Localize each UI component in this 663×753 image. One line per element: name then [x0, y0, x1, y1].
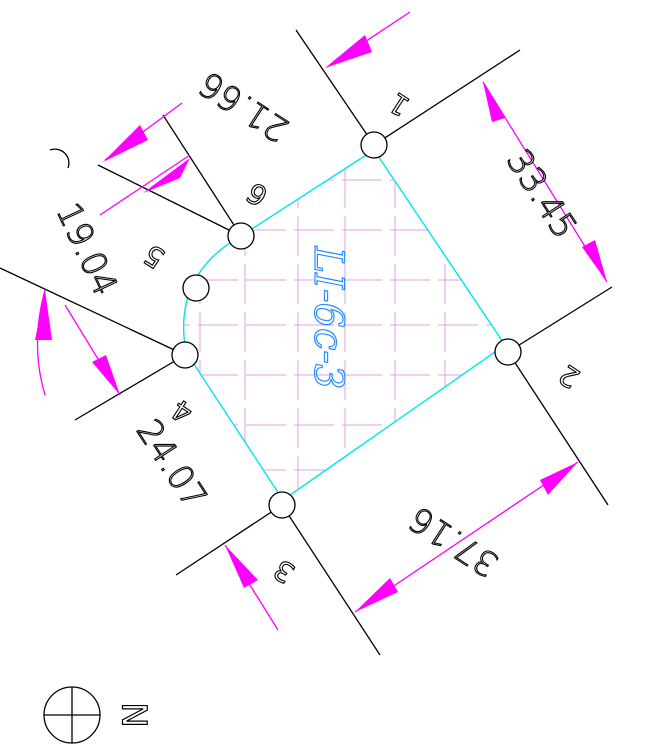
parcel-label: LI-6c-3	[305, 246, 351, 390]
north-label: N	[114, 702, 154, 727]
north-symbol	[43, 686, 101, 744]
point-label: 1	[383, 86, 416, 123]
dimension-label: 19.04	[48, 197, 125, 302]
dimension-label: 24.07	[128, 412, 215, 515]
dimension-arrows	[35, 11, 608, 631]
point-label: 4	[166, 393, 199, 430]
point-label: 2	[553, 358, 586, 395]
dimension-label: 21.66	[192, 63, 295, 150]
hatch	[183, 150, 505, 500]
point-label: 5	[138, 238, 171, 275]
point-markers	[171, 131, 522, 519]
dimension-label: 37.16	[402, 498, 505, 585]
point-label: 3	[268, 553, 301, 590]
dimension-label: 33.45	[498, 142, 585, 245]
survey-lines	[0, 29, 613, 656]
point-label: 6	[241, 176, 274, 213]
